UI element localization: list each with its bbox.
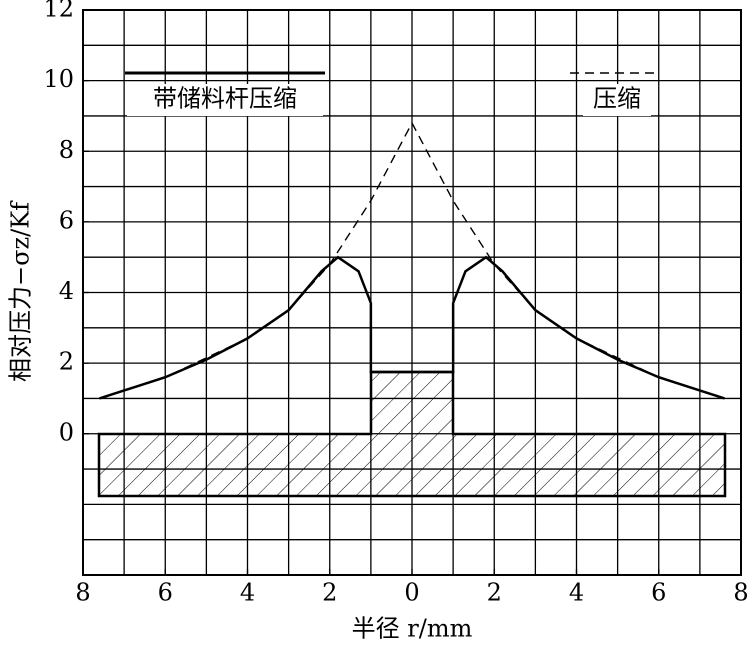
x-tick-label: 2 [322, 579, 337, 607]
x-tick-label: 4 [569, 579, 584, 607]
legend-label: 压缩 [593, 85, 641, 113]
x-tick-label: 6 [158, 579, 173, 607]
x-tick-label: 4 [240, 579, 255, 607]
y-tick-label: 8 [59, 136, 74, 164]
x-tick-label: 0 [404, 579, 419, 607]
legend-bg [127, 84, 323, 116]
x-tick-label: 8 [75, 579, 90, 607]
y-tick-label: 2 [59, 348, 74, 376]
series-line [99, 121, 725, 400]
y-axis-label: 相对压力−σz/Kf [7, 200, 35, 382]
y-tick-label: 0 [59, 418, 74, 446]
y-tick-label: 10 [43, 65, 74, 93]
x-tick-label: 8 [733, 579, 748, 607]
y-tick-label: 6 [59, 206, 74, 234]
x-tick-label: 6 [651, 579, 666, 607]
y-tick-label: 12 [43, 0, 74, 23]
x-axis-label: 半径 r/mm [352, 615, 473, 643]
legend-label: 带储料杆压缩 [153, 85, 297, 113]
y-tick-label: 4 [59, 277, 74, 305]
x-tick-label: 2 [487, 579, 502, 607]
legend-bg [583, 84, 651, 116]
billet-section [97, 370, 727, 498]
